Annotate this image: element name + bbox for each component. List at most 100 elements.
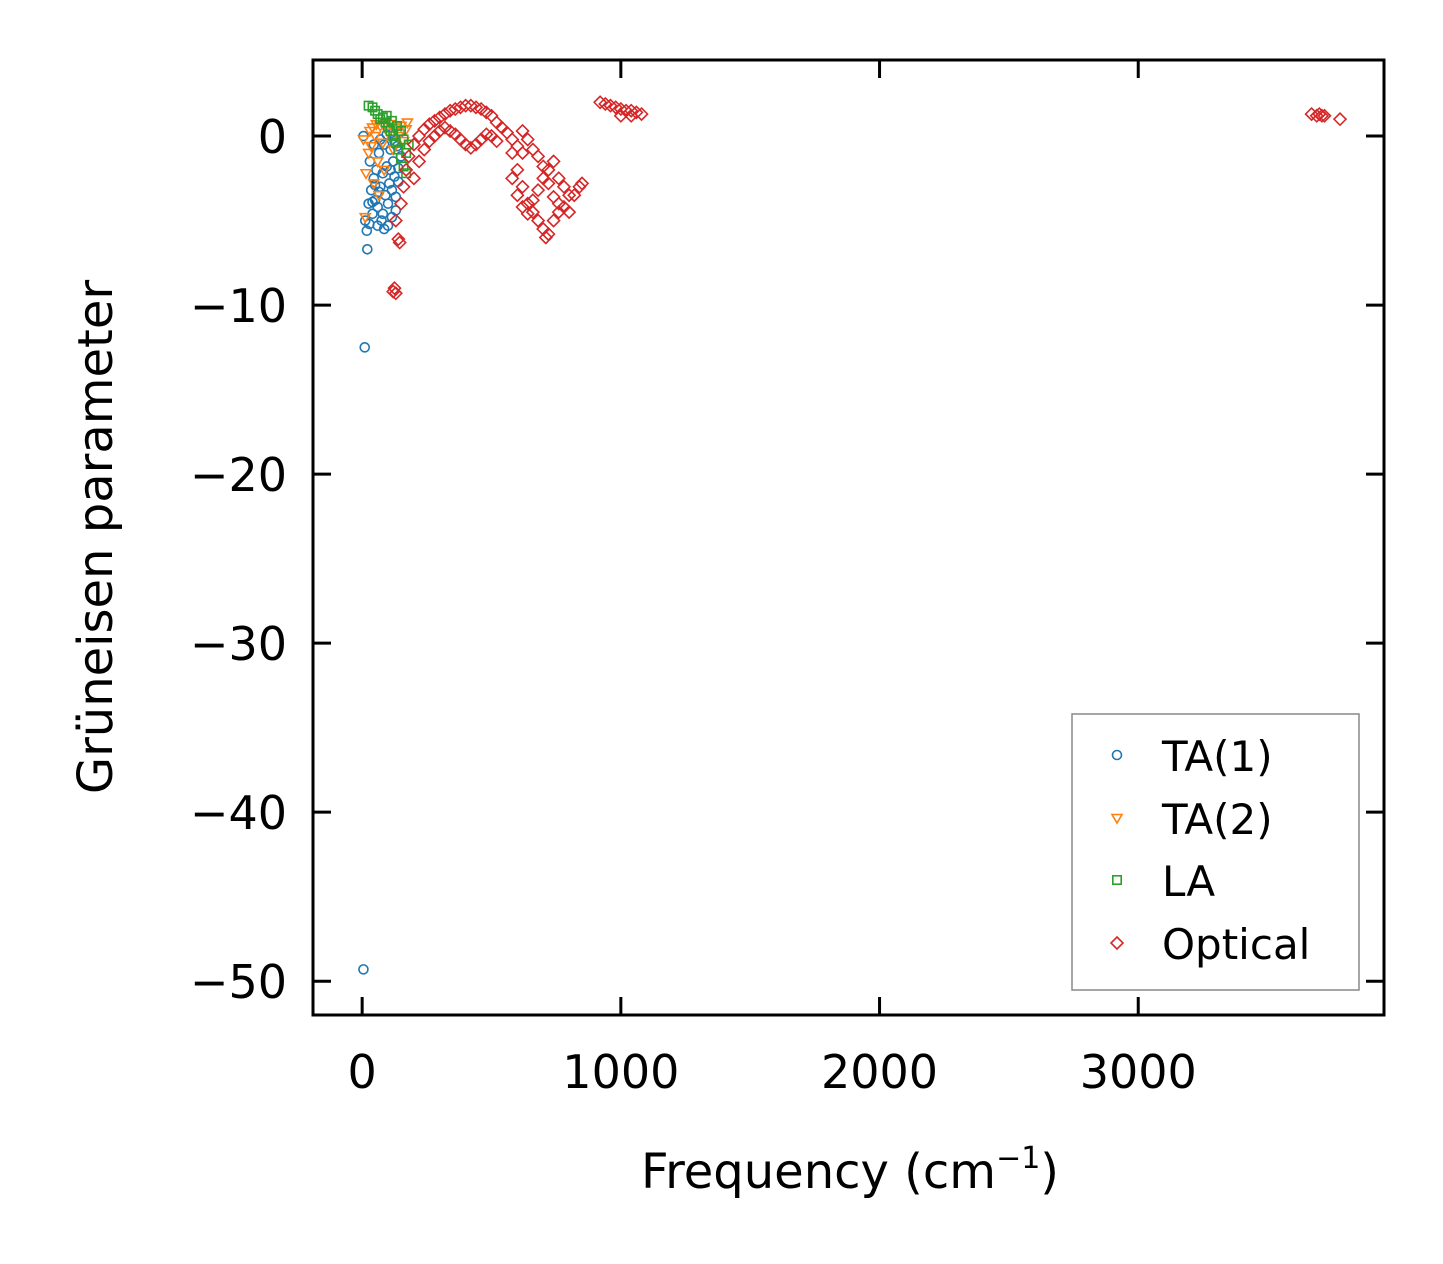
data-point xyxy=(458,98,473,113)
data-point xyxy=(367,196,378,208)
legend-marker xyxy=(1112,874,1123,885)
legend-label: TA(1) xyxy=(1161,732,1273,781)
data-point xyxy=(364,141,378,153)
data-point xyxy=(417,142,432,157)
data-point xyxy=(397,136,410,148)
series-TA(1) xyxy=(358,127,407,975)
legend-marker xyxy=(1111,749,1123,761)
data-point xyxy=(463,140,478,156)
legend: TA(1) TA(2) LA Optical xyxy=(1071,713,1360,991)
series-Optical xyxy=(386,95,1348,301)
data-point xyxy=(530,183,546,198)
data-point xyxy=(489,134,504,149)
data-point xyxy=(358,212,372,224)
legend-entry-TA(1): TA(1) xyxy=(1111,732,1273,781)
data-point xyxy=(391,232,406,247)
data-point xyxy=(515,123,530,139)
data-point xyxy=(448,101,463,117)
data-point xyxy=(427,128,442,144)
x-tick-label: 0 xyxy=(348,1045,377,1099)
data-point xyxy=(546,213,561,228)
data-point xyxy=(574,176,590,191)
data-point xyxy=(505,132,520,147)
legend-box xyxy=(1071,713,1360,991)
data-point xyxy=(411,154,427,169)
data-point xyxy=(388,286,403,301)
data-point xyxy=(381,110,392,121)
data-point xyxy=(546,189,561,205)
x-tick-label: 3000 xyxy=(1080,1045,1197,1099)
data-point xyxy=(525,193,541,208)
data-point xyxy=(567,188,582,203)
data-point xyxy=(536,159,551,174)
data-point xyxy=(608,100,623,115)
data-point xyxy=(432,123,447,139)
data-point xyxy=(386,145,400,157)
data-point xyxy=(372,190,386,202)
data-point xyxy=(373,147,385,159)
data-point xyxy=(367,102,378,113)
data-point xyxy=(386,115,397,126)
legend-entry-TA(2): TA(2) xyxy=(1110,795,1273,844)
data-point xyxy=(634,106,649,122)
data-point xyxy=(371,157,385,168)
data-point xyxy=(598,96,613,112)
data-point xyxy=(505,171,520,186)
data-point xyxy=(510,188,525,203)
ticks-layer: 0 1000 2000 3000 0 −10 −20 −30 −40 −50 xyxy=(190,60,1384,1099)
data-point xyxy=(546,154,561,169)
data-point xyxy=(385,164,396,176)
data-point xyxy=(572,179,587,194)
data-point xyxy=(406,137,422,152)
data-point xyxy=(556,179,572,194)
data-point xyxy=(362,244,373,255)
data-point xyxy=(401,118,414,130)
data-point xyxy=(442,103,458,118)
data-point xyxy=(392,120,403,131)
data-point xyxy=(390,191,402,203)
data-point xyxy=(401,168,412,179)
data-point xyxy=(1332,112,1348,127)
y-tick-label: −30 xyxy=(190,617,287,671)
legend-marker xyxy=(1110,813,1124,825)
data-point xyxy=(468,100,484,115)
data-point xyxy=(479,127,494,142)
data-point xyxy=(382,220,394,231)
data-point xyxy=(406,171,422,186)
data-point xyxy=(525,204,541,220)
data-point xyxy=(510,162,525,177)
legend-entry-Optical: Optical xyxy=(1109,920,1310,969)
data-point xyxy=(432,110,447,125)
data-point xyxy=(393,196,409,211)
data-point xyxy=(515,179,530,194)
data-point xyxy=(613,101,628,117)
legend-label: TA(2) xyxy=(1161,795,1273,844)
data-point xyxy=(401,149,416,164)
data-point xyxy=(357,135,370,147)
y-tick-label: −20 xyxy=(190,448,287,502)
plot-frame xyxy=(311,58,1386,1017)
data-point xyxy=(382,198,394,209)
data-point xyxy=(613,108,628,123)
data-point xyxy=(391,131,405,143)
data-point xyxy=(359,342,371,353)
data-point xyxy=(375,114,386,125)
y-tick-label: −10 xyxy=(190,279,287,333)
data-point xyxy=(510,139,525,154)
data-point xyxy=(422,134,437,149)
data-point xyxy=(427,113,442,128)
x-tick-label: 2000 xyxy=(821,1045,938,1099)
data-point xyxy=(385,125,396,136)
data-point xyxy=(403,139,414,150)
data-point xyxy=(530,149,546,164)
data-point xyxy=(551,171,566,186)
y-axis-title: Grüneisen parameter xyxy=(68,280,124,795)
data-point xyxy=(396,179,411,194)
data-point xyxy=(362,148,376,160)
y-tick-label: −40 xyxy=(190,786,287,840)
data-point xyxy=(474,132,489,147)
data-point xyxy=(422,117,437,132)
data-point xyxy=(367,179,381,190)
legend-label: Optical xyxy=(1162,920,1310,969)
